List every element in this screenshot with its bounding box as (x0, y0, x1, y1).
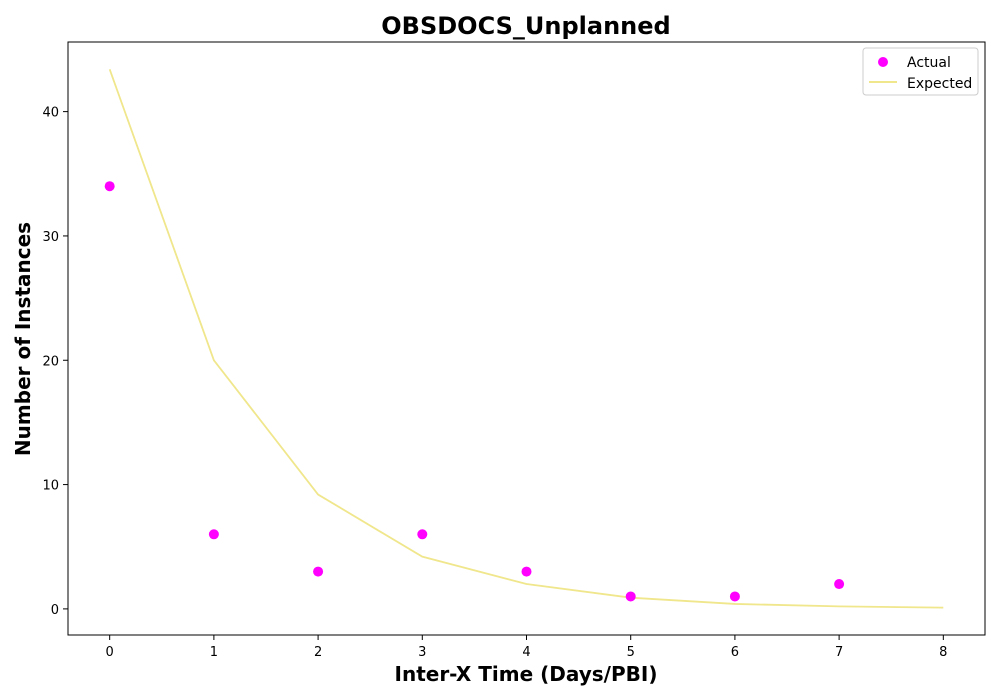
y-tick-label: 40 (42, 106, 59, 121)
x-axis-label: Inter-X Time (Days/PBI) (395, 662, 658, 686)
actual-point (834, 579, 845, 590)
x-tick-label: 3 (418, 645, 426, 660)
x-tick-label: 2 (314, 645, 322, 660)
x-tick-label: 1 (210, 645, 218, 660)
legend-label-expected: Expected (907, 76, 972, 92)
y-tick-label: 0 (51, 603, 59, 618)
expected-line (108, 69, 944, 609)
actual-point (417, 529, 428, 540)
y-tick-label: 10 (42, 479, 59, 494)
actual-point (313, 566, 324, 577)
x-tick-label: 5 (627, 645, 635, 660)
legend-box (862, 47, 979, 96)
x-tick-label: 6 (731, 645, 739, 660)
actual-point (208, 529, 219, 540)
legend-label-actual: Actual (907, 55, 951, 71)
x-tick-label: 8 (939, 645, 947, 660)
plot-area (104, 69, 944, 609)
y-tick-label: 20 (42, 354, 59, 369)
y-axis-label: Number of Instances (11, 222, 35, 456)
x-tick-label: 0 (106, 645, 114, 660)
x-tick-label: 7 (835, 645, 843, 660)
x-tick-label: 4 (522, 645, 530, 660)
legend: Actual Expected (862, 47, 979, 96)
legend-marker-actual (878, 57, 888, 67)
actual-point (104, 181, 115, 192)
y-tick-label: 30 (42, 230, 59, 245)
actual-point (729, 591, 740, 602)
chart-title: OBSDOCS_Unplanned (381, 12, 670, 40)
actual-point (625, 591, 636, 602)
y-axis: 0 10 20 30 40 (42, 106, 68, 618)
actual-point (521, 566, 532, 577)
x-axis: 0 1 2 3 4 5 6 7 8 (106, 635, 947, 660)
